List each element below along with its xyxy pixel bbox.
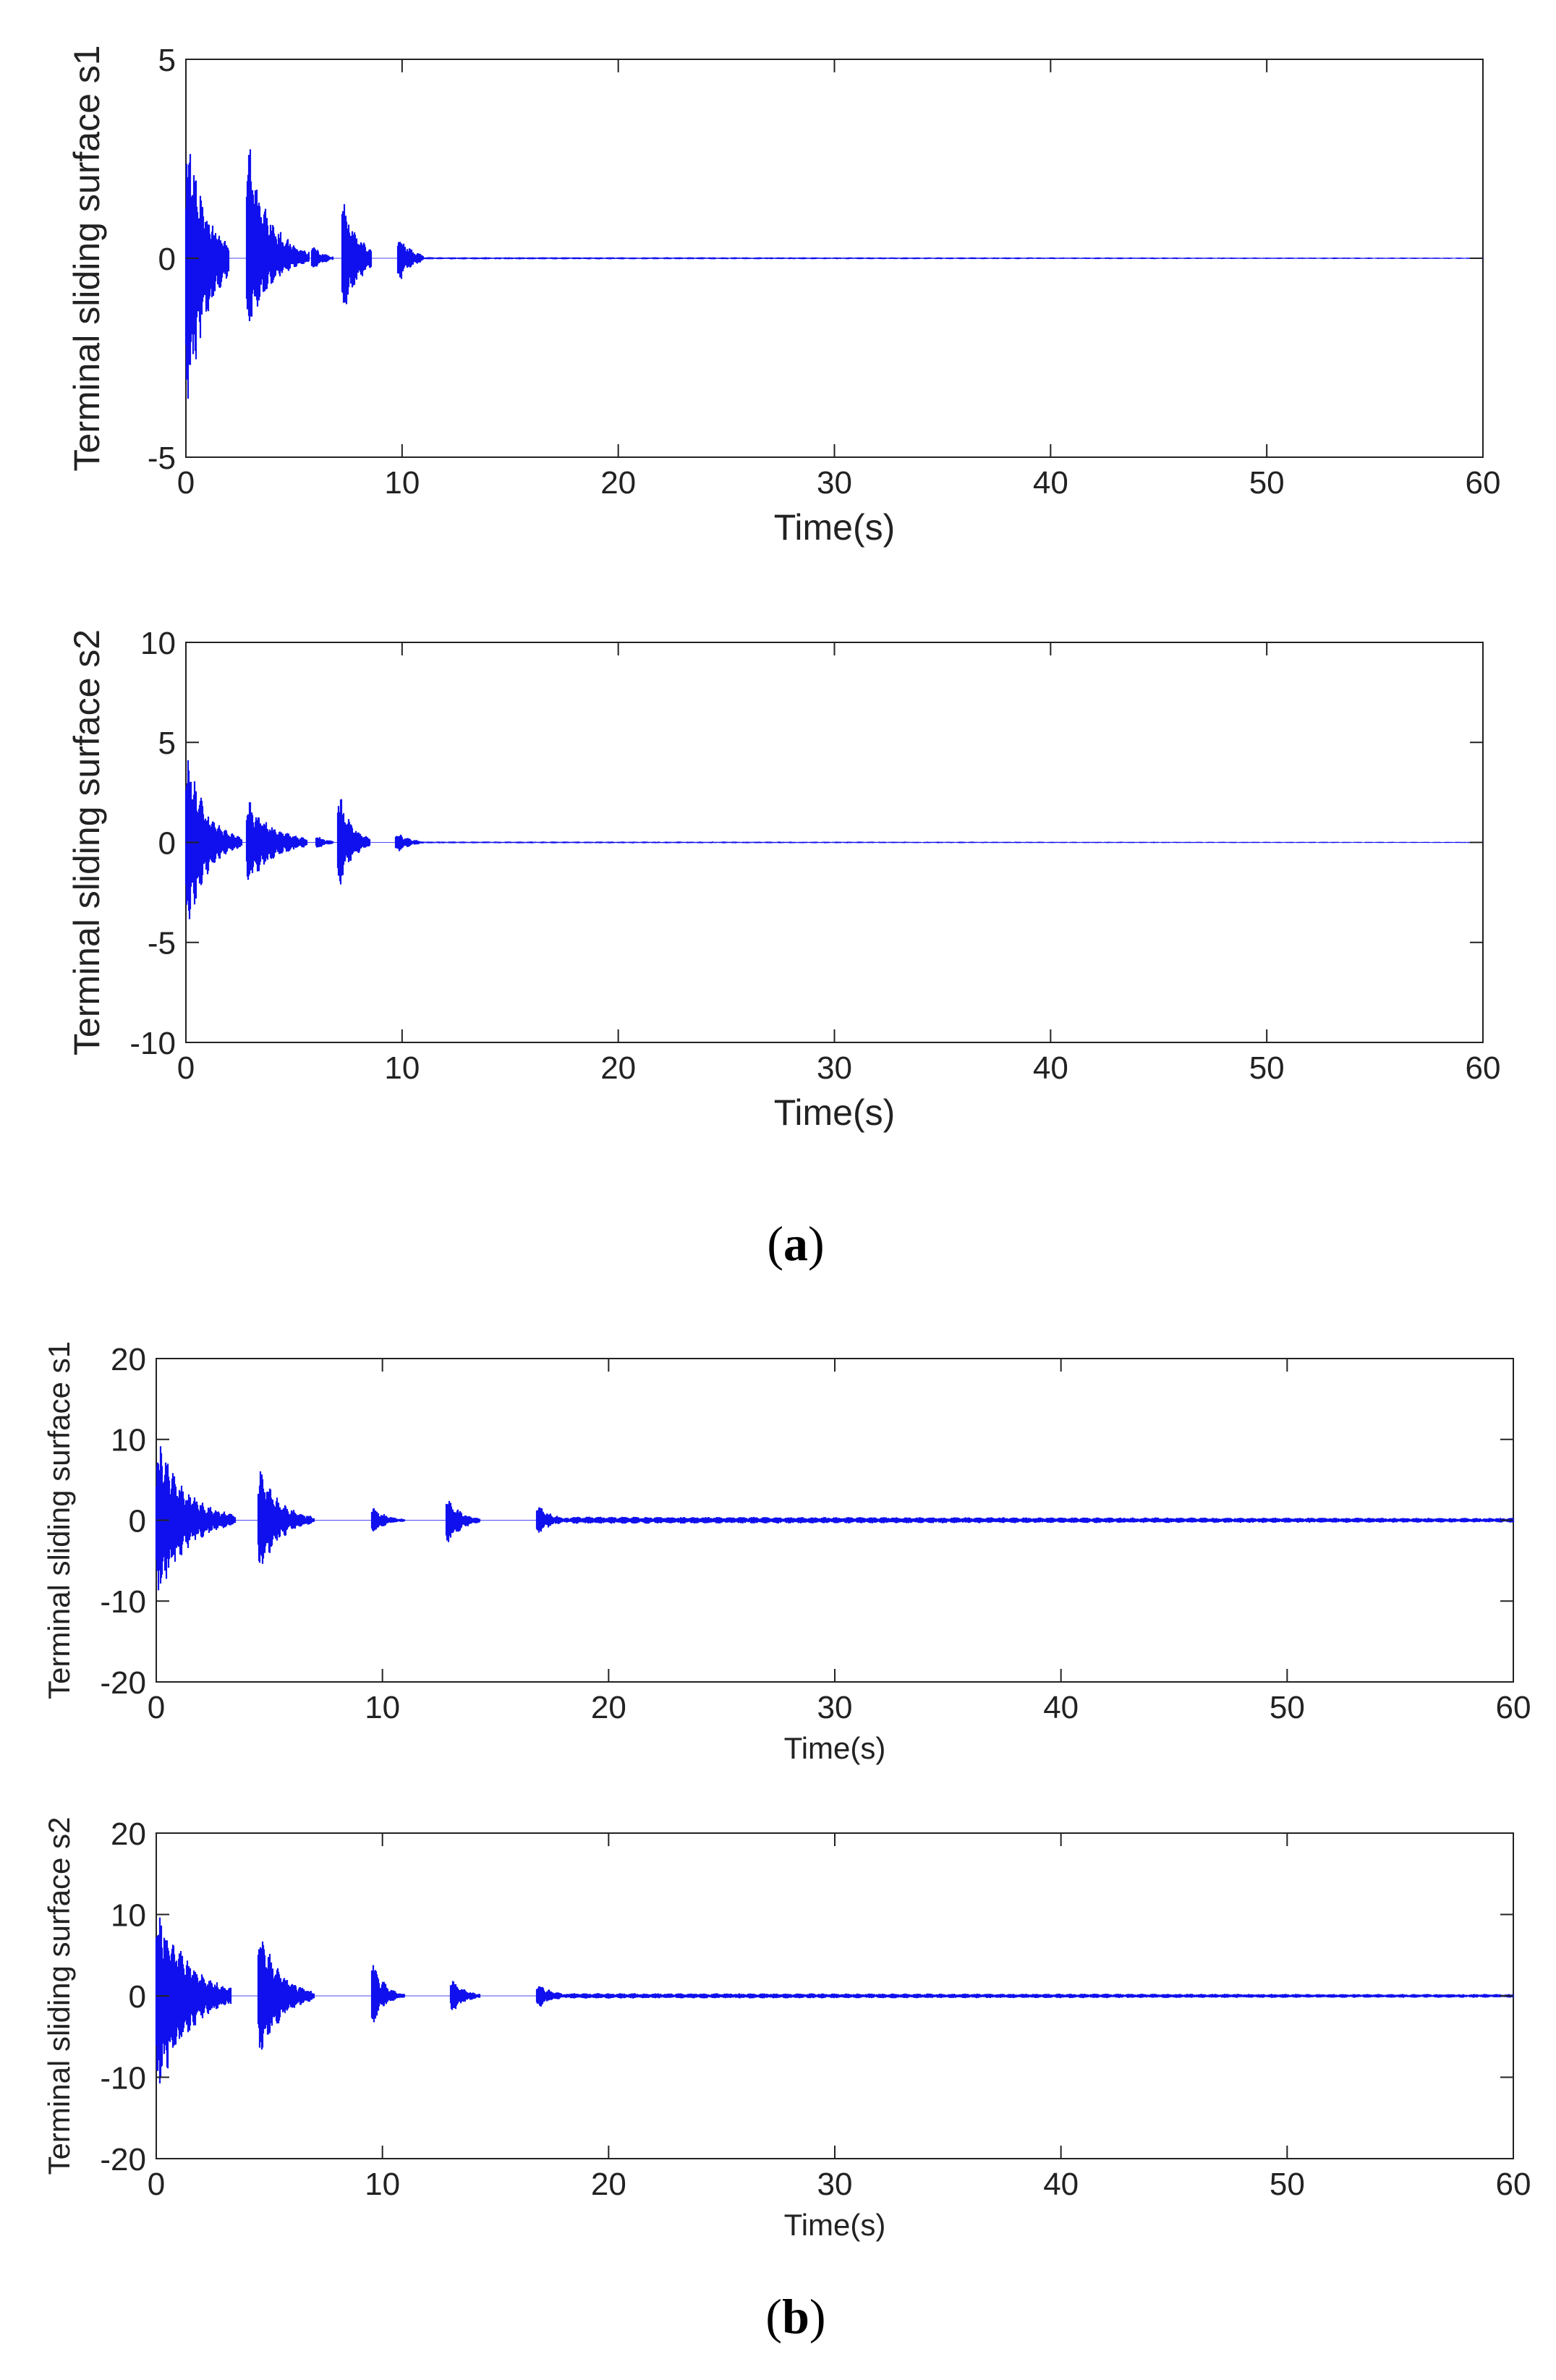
y-tick-label: 0: [158, 825, 176, 861]
chart-a-s2: 0 10 20 30 40 50 60 -10 -5 0 5 10 Time(s) Terminal sl…: [67, 626, 1500, 1133]
y-axis-label: Terminal sliding surface s1: [67, 45, 107, 471]
y-tick-label: 10: [111, 1897, 146, 1933]
x-tick-label: 50: [1249, 1050, 1285, 1086]
x-tick-label: 30: [817, 2167, 853, 2202]
x-axis-label: Time(s): [774, 507, 896, 548]
x-axis-label: Time(s): [784, 2208, 886, 2242]
y-tick-label: -10: [129, 1026, 176, 1061]
y-tick-label: -5: [148, 441, 176, 476]
series-line-s1: [155, 1446, 1515, 1591]
x-tick-label: 30: [817, 465, 852, 501]
y-tick-label: 10: [140, 626, 176, 661]
y-tick-label: 5: [158, 43, 176, 78]
x-tick-label: 0: [177, 1050, 195, 1086]
chart-b-s1: 0 10 20 30 40 50 60 -20 -10 0 10 20 Time(s) Terminal …: [42, 1341, 1531, 1765]
y-axis-label: Terminal sliding surface s2: [42, 1817, 76, 2175]
y-tick-label: -5: [148, 926, 176, 961]
x-tick-label: 50: [1249, 465, 1285, 501]
caption-b-close: ): [809, 2289, 826, 2344]
caption-a-open: (: [767, 1216, 783, 1271]
x-tick-label: 10: [365, 2167, 400, 2202]
x-tick-label: 20: [600, 465, 636, 501]
y-axis-label: Terminal sliding surface s1: [42, 1341, 76, 1699]
x-axis-label: Time(s): [784, 1731, 886, 1765]
caption-b-letter: b: [782, 2289, 809, 2344]
x-tick-label: 10: [384, 465, 420, 501]
x-tick-label: 0: [148, 1690, 165, 1725]
y-tick-label: 0: [158, 242, 176, 277]
caption-a-letter: a: [783, 1216, 808, 1271]
x-tick-label: 60: [1496, 2167, 1531, 2202]
x-tick-label: 60: [1466, 465, 1501, 501]
series-line-s2: [155, 1917, 1515, 2083]
y-tick-label: 0: [129, 1503, 146, 1539]
y-tick-label: 5: [158, 726, 176, 761]
x-tick-label: 20: [591, 2167, 626, 2202]
x-tick-label: 40: [1043, 2167, 1079, 2202]
x-tick-label: 30: [817, 1050, 852, 1086]
x-tick-label: 20: [600, 1050, 636, 1086]
x-tick-label: 40: [1033, 1050, 1068, 1086]
x-tick-label: 60: [1496, 1690, 1531, 1725]
y-tick-label: -10: [100, 1584, 146, 1620]
y-tick-label: -20: [100, 2142, 146, 2177]
x-tick-label: 20: [591, 1690, 626, 1725]
x-tick-label: 0: [148, 2167, 165, 2202]
y-tick-label: 10: [111, 1423, 146, 1458]
y-tick-label: -20: [100, 1665, 146, 1701]
x-tick-label: 10: [365, 1690, 400, 1725]
series-line-s2: [184, 760, 1484, 919]
x-tick-label: 50: [1270, 2167, 1305, 2202]
x-tick-label: 50: [1270, 1690, 1305, 1725]
caption-a-close: ): [808, 1216, 825, 1271]
x-tick-label: 40: [1043, 1690, 1079, 1725]
caption-b-open: (: [765, 2289, 782, 2344]
y-tick-label: 20: [111, 1816, 146, 1852]
chart-b-s2: 0 10 20 30 40 50 60 -20 -10 0 10 20 Time(s) Terminal …: [42, 1816, 1531, 2242]
y-tick-label: 20: [111, 1342, 146, 1377]
caption-a: (a): [767, 1216, 824, 1271]
caption-b: (b): [765, 2289, 825, 2344]
y-axis-label: Terminal sliding surface s2: [67, 629, 107, 1055]
y-tick-label: -10: [100, 2060, 146, 2096]
x-tick-label: 60: [1466, 1050, 1501, 1086]
x-tick-label: 30: [817, 1690, 853, 1725]
x-axis-label: Time(s): [774, 1092, 896, 1133]
x-tick-label: 40: [1033, 465, 1068, 501]
series-line-s1: [184, 149, 1484, 399]
y-tick-label: 0: [129, 1979, 146, 2015]
x-tick-label: 10: [384, 1050, 420, 1086]
x-tick-label: 0: [177, 465, 195, 501]
